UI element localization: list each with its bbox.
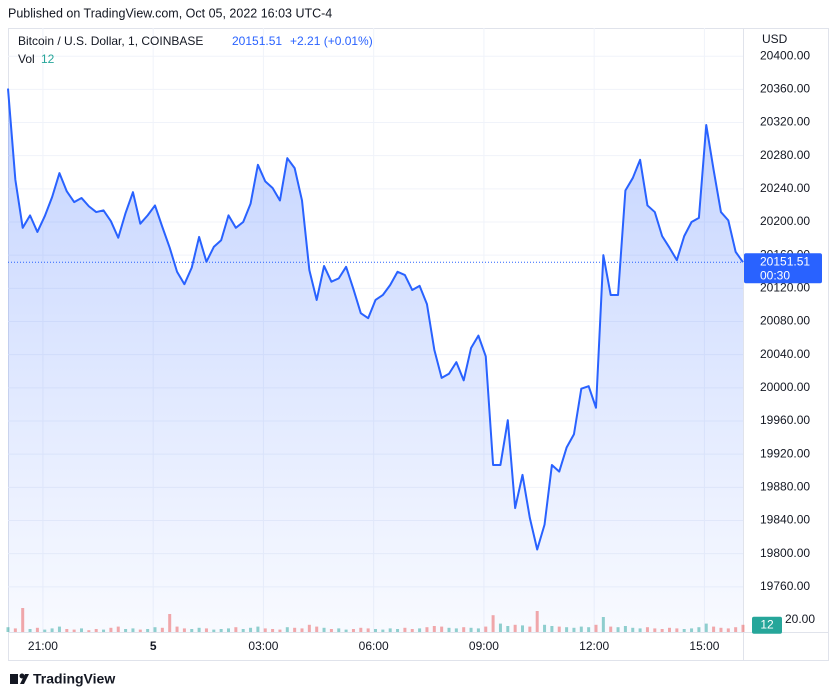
volume-legend-name: Vol <box>18 52 35 66</box>
volume-badge-label: 12 <box>760 617 774 631</box>
legend-last: 20151.51 <box>232 34 282 48</box>
x-tick-label: 03:00 <box>248 639 278 653</box>
y-tick-label: 20080.00 <box>760 314 810 328</box>
volume-tick-label: 20.00 <box>785 612 815 626</box>
volume-legend-value: 12 <box>41 52 55 66</box>
y-tick-label: 19920.00 <box>760 446 810 460</box>
y-tick-label: 20360.00 <box>760 82 810 96</box>
price-line <box>7 88 744 551</box>
x-tick-label: 15:00 <box>689 639 719 653</box>
y-tick-label: 19840.00 <box>760 513 810 527</box>
y-tick-label: 19800.00 <box>760 546 810 560</box>
countdown-label: 00:30 <box>760 268 790 282</box>
y-tick-label: 20200.00 <box>760 214 810 228</box>
footer-logo <box>10 673 29 684</box>
area-fill <box>8 88 743 632</box>
x-tick-label: 5 <box>150 639 157 653</box>
y-tick-label: 19880.00 <box>760 480 810 494</box>
y-tick-label: 20320.00 <box>760 115 810 129</box>
y-tick-label: 20240.00 <box>760 181 810 195</box>
legend-change: +2.21 (+0.01%) <box>290 34 373 48</box>
published-note: Published on TradingView.com, Oct 05, 20… <box>8 6 332 20</box>
legend-title: Bitcoin / U.S. Dollar, 1, COINBASE <box>18 34 203 48</box>
y-tick-label: 20400.00 <box>760 48 810 62</box>
x-tick-label: 12:00 <box>579 639 609 653</box>
x-tick-label: 09:00 <box>469 639 499 653</box>
y-tick-label: 20120.00 <box>760 281 810 295</box>
y-tick-label: 19760.00 <box>760 579 810 593</box>
last-price-badge <box>744 253 822 284</box>
x-tick-label: 21:00 <box>28 639 58 653</box>
volume-badge <box>752 616 782 634</box>
y-tick-label: 20280.00 <box>760 148 810 162</box>
plot <box>6 88 745 632</box>
footer-brand: TradingView <box>33 671 115 687</box>
x-tick-label: 06:00 <box>359 639 389 653</box>
y-tick-label: 20040.00 <box>760 347 810 361</box>
currency-label: USD <box>762 32 788 46</box>
y-tick-label: 19960.00 <box>760 413 810 427</box>
y-tick-label: 20000.00 <box>760 380 810 394</box>
last-price-label: 20151.51 <box>760 254 810 268</box>
